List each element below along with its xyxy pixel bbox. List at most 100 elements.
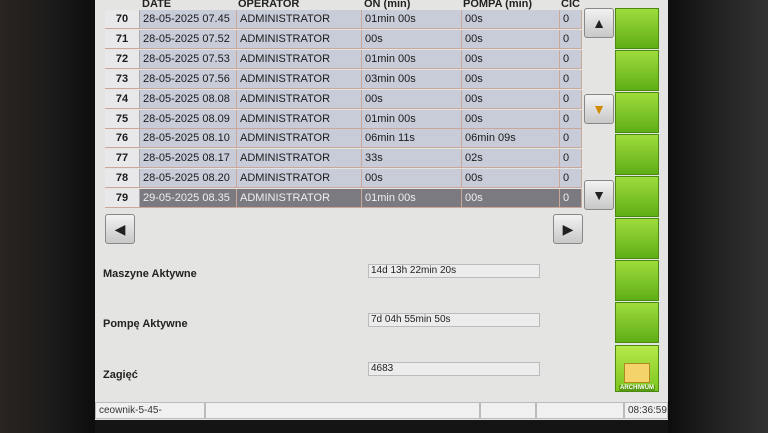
machines-active-value: 14d 13h 22min 20s [368,264,540,278]
cell-pompa: 00s [462,10,560,28]
cell-date: 29-05-2025 08.35 [140,189,237,208]
cell-n: 77 [105,149,140,168]
clock: 08:36:59 [624,402,668,419]
cell-n: 71 [105,29,140,48]
cell-n: 72 [105,49,140,68]
cell-n: 74 [105,89,140,108]
cell-date: 28-05-2025 08.20 [140,169,237,188]
status-field [480,402,536,419]
cell-on: 01min 00s [362,109,462,128]
cell-operator: ADMINISTRATOR [237,109,362,128]
archive-label: ARCHIWUM [619,385,655,391]
cell-date: 28-05-2025 07.53 [140,49,237,68]
cell-on: 01min 00s [362,49,462,68]
cell-pompa: 00s [462,29,560,48]
cell-cic: 0 [560,10,582,28]
side-function-button[interactable] [615,218,659,259]
scroll-down-button[interactable]: ▼ [584,180,614,210]
cell-date: 28-05-2025 07.52 [140,29,237,48]
table-row[interactable]: 78 28-05-2025 08.20 ADMINISTRATOR 00s 00s 0 [105,169,582,189]
col-header-date[interactable]: DATE [142,0,172,10]
side-function-button[interactable] [615,176,659,217]
table-row[interactable]: 76 28-05-2025 08.10 ADMINISTRATOR 06min 11s… [105,129,582,149]
cell-date: 28-05-2025 08.08 [140,89,237,108]
side-function-button[interactable] [615,50,659,91]
cell-operator: ADMINISTRATOR [237,10,362,28]
cell-cic: 0 [560,189,582,208]
cell-n: 78 [105,169,140,188]
cell-operator: ADMINISTRATOR [237,149,362,168]
cell-on: 00s [362,89,462,108]
col-header-on[interactable]: ON (min) [364,0,411,10]
cell-n: 70 [105,10,140,28]
side-function-button[interactable] [615,302,659,343]
table-row[interactable]: 79 29-05-2025 08.35 ADMINISTRATOR 01min 00s… [105,189,582,209]
status-field [536,402,624,419]
scroll-up-button[interactable]: ▲ [584,8,614,38]
cell-on: 01min 00s [362,189,462,208]
folder-icon [624,363,650,383]
cell-on: 06min 11s [362,129,462,148]
cell-date: 28-05-2025 08.09 [140,109,237,128]
screen: DATE OPERATOR ON (min) POMPA (min) CIC 7… [95,0,668,420]
table-row[interactable]: 75 28-05-2025 08.09 ADMINISTRATOR 01min 00s… [105,109,582,129]
cell-n: 79 [105,189,140,208]
side-function-button[interactable] [615,8,659,49]
cell-pompa: 02s [462,149,560,168]
pump-active-label: Pompę Aktywne [103,318,188,330]
cell-pompa: 00s [462,69,560,88]
cell-operator: ADMINISTRATOR [237,189,362,208]
table-row[interactable]: 74 28-05-2025 08.08 ADMINISTRATOR 00s 00s 0 [105,89,582,109]
filter-button[interactable]: ▼ [584,94,614,124]
table-row[interactable]: 77 28-05-2025 08.17 ADMINISTRATOR 33s 02s 0 [105,149,582,169]
cell-pompa: 00s [462,109,560,128]
cell-on: 00s [362,29,462,48]
cell-pompa: 00s [462,169,560,188]
cell-operator: ADMINISTRATOR [237,89,362,108]
cell-pompa: 00s [462,189,560,208]
funnel-icon: ▼ [592,101,606,117]
status-bar: ceownik-5-45- 08:36:59 [95,402,668,419]
col-header-cic[interactable]: CIC [561,0,580,10]
cell-date: 28-05-2025 08.10 [140,129,237,148]
cell-cic: 0 [560,69,582,88]
cell-date: 28-05-2025 07.56 [140,69,237,88]
table-row[interactable]: 72 28-05-2025 07.53 ADMINISTRATOR 01min 00s… [105,49,582,69]
cell-operator: ADMINISTRATOR [237,49,362,68]
cell-cic: 0 [560,109,582,128]
cell-on: 00s [362,169,462,188]
cell-cic: 0 [560,49,582,68]
side-function-button[interactable] [615,260,659,301]
cell-operator: ADMINISTRATOR [237,29,362,48]
cell-pompa: 06min 09s [462,129,560,148]
monitor-bezel-left [0,0,95,433]
side-function-button[interactable] [615,134,659,175]
scroll-left-button[interactable]: ◀ [105,214,135,244]
table-row[interactable]: 73 28-05-2025 07.56 ADMINISTRATOR 03min 00s… [105,69,582,89]
scroll-right-button[interactable]: ▶ [553,214,583,244]
cell-on: 01min 00s [362,10,462,28]
pump-active-value: 7d 04h 55min 50s [368,313,540,327]
cell-on: 03min 00s [362,69,462,88]
cell-n: 73 [105,69,140,88]
cell-pompa: 00s [462,89,560,108]
cell-n: 76 [105,129,140,148]
cell-pompa: 00s [462,49,560,68]
cell-cic: 0 [560,89,582,108]
col-header-pompa[interactable]: POMPA (min) [463,0,533,10]
cell-date: 28-05-2025 07.45 [140,10,237,28]
cell-cic: 0 [560,129,582,148]
status-field [205,402,480,419]
table-row[interactable]: 70 28-05-2025 07.45 ADMINISTRATOR 01min 00s… [105,10,582,29]
cell-n: 75 [105,109,140,128]
table-row[interactable]: 71 28-05-2025 07.52 ADMINISTRATOR 00s 00s 0 [105,29,582,49]
side-function-button[interactable] [615,92,659,133]
archive-button[interactable]: ARCHIWUM [615,345,659,392]
cell-operator: ADMINISTRATOR [237,69,362,88]
col-header-operator[interactable]: OPERATOR [238,0,300,10]
triangle-right-icon: ▶ [562,220,574,237]
triangle-up-icon: ▲ [592,15,606,31]
cell-cic: 0 [560,29,582,48]
cell-cic: 0 [560,169,582,188]
cell-operator: ADMINISTRATOR [237,169,362,188]
